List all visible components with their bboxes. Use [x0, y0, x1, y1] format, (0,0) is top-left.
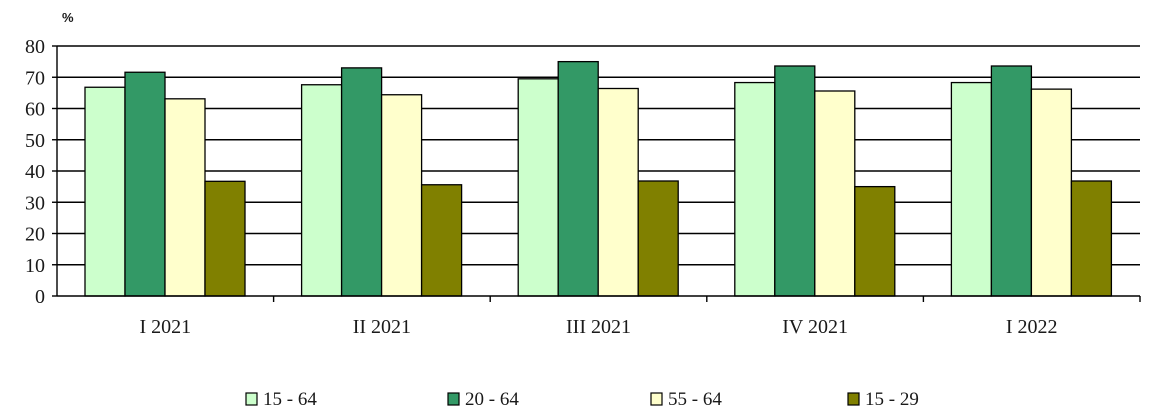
y-tick-label: 20: [25, 224, 45, 246]
bar: [990, 65, 1033, 297]
legend-swatch: [650, 392, 663, 406]
legend-label: 15 - 64: [263, 389, 317, 410]
bar: [124, 71, 166, 297]
bar: [854, 185, 896, 297]
axes: 0 10 20 30 40 50 60 70 80 I 2021 II 2021 III 2021 IV…: [25, 36, 1141, 338]
bar: [637, 180, 679, 297]
bar: [814, 90, 856, 297]
y-tick-label: 60: [25, 99, 45, 121]
bar: [340, 67, 383, 297]
bar: [557, 60, 599, 297]
bar: [597, 87, 639, 297]
y-tick-label: 70: [25, 67, 45, 89]
legend-label: 15 - 29: [865, 389, 919, 410]
bar: [1070, 180, 1113, 297]
legend-label: 55 - 64: [668, 389, 722, 410]
bar: [380, 94, 423, 297]
legend-swatch: [847, 392, 860, 406]
bar: [164, 98, 206, 297]
x-tick-label: I 2021: [139, 316, 191, 338]
legend-swatch: [245, 392, 258, 406]
x-tick-label: I 2022: [1006, 316, 1058, 338]
y-unit-label: %: [62, 10, 74, 25]
bar: [734, 81, 776, 297]
legend: 15 - 64 20 - 64 55 - 64 15 - 29: [245, 389, 919, 410]
bar: [204, 180, 246, 297]
x-tick-label: II 2021: [353, 316, 411, 338]
bar: [774, 65, 816, 297]
y-tick-label: 80: [25, 36, 45, 58]
bar: [950, 81, 993, 297]
bar: [84, 86, 126, 297]
bar: [300, 84, 343, 297]
y-tick-label: 50: [25, 130, 45, 152]
x-tick-label: III 2021: [566, 316, 631, 338]
y-tick-label: 40: [25, 161, 45, 183]
legend-swatch: [447, 392, 460, 406]
legend-label: 20 - 64: [465, 389, 519, 410]
bar: [420, 184, 463, 297]
y-tick-label: 0: [35, 286, 45, 308]
bar: [517, 78, 559, 297]
bar: [1030, 88, 1073, 297]
bars: [84, 60, 1113, 297]
y-tick-label: 10: [25, 255, 45, 277]
y-tick-label: 30: [25, 192, 45, 214]
x-tick-label: IV 2021: [782, 316, 848, 338]
